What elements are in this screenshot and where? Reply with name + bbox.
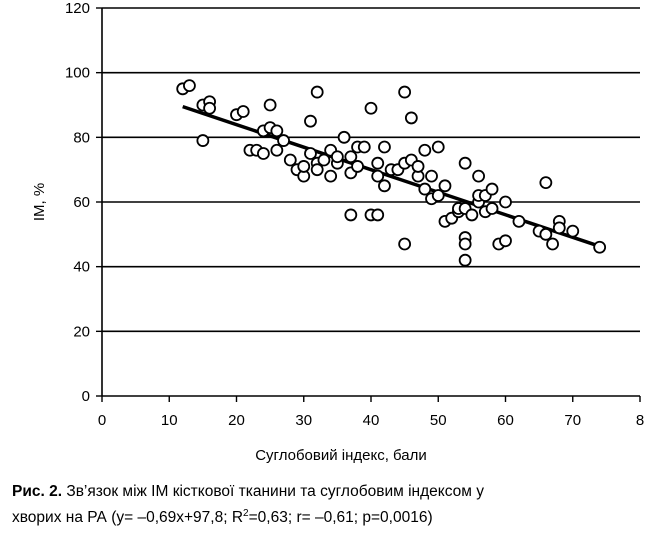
caption-line-2: хворих на РА (у= –0,69х+97,8; R2=0,63; r… <box>12 503 647 529</box>
x-tick-label: 50 <box>430 412 447 429</box>
data-point <box>431 189 445 202</box>
caption-text-1: Зв’язок між ІМ кісткової тканини та сугл… <box>62 483 484 500</box>
data-point <box>552 221 566 235</box>
x-tick-label: 40 <box>363 412 380 429</box>
x-tick-label: 60 <box>497 412 514 429</box>
y-tick-label: 120 <box>65 0 90 17</box>
data-point <box>512 214 526 228</box>
data-point <box>398 85 412 99</box>
x-tick-label: 10 <box>161 412 178 429</box>
data-point <box>304 114 317 128</box>
caption-superscript: 2 <box>243 508 249 519</box>
data-point <box>351 160 364 173</box>
data-point <box>539 227 553 241</box>
data-point <box>431 140 445 154</box>
trend-line <box>182 104 601 248</box>
x-tick-label: 70 <box>564 412 581 429</box>
data-point <box>371 169 385 183</box>
data-point <box>263 98 277 112</box>
gridlines <box>102 7 640 333</box>
data-point <box>344 150 358 164</box>
data-point <box>465 208 479 222</box>
data-point <box>418 182 432 196</box>
figure-caption: Рис. 2. Зв’язок між ІМ кісткової тканини… <box>12 481 647 529</box>
data-point <box>418 143 432 157</box>
data-point <box>283 153 297 167</box>
data-point <box>438 179 452 193</box>
scatter-chart: 0 20 40 60 80 100 120 0 10 20 30 40 50 60 70 8 Суглобо… <box>31 0 644 464</box>
data-point <box>330 150 344 164</box>
data-point <box>344 208 358 222</box>
data-point <box>310 85 324 99</box>
data-point <box>371 156 385 170</box>
y-tick-label: 100 <box>65 65 90 82</box>
data-point <box>324 169 338 183</box>
x-axis-label: Суглобовий індекс, бали <box>255 447 427 464</box>
data-point <box>371 208 385 222</box>
caption-line-1: Рис. 2. Зв’язок між ІМ кісткової тканини… <box>12 481 647 503</box>
x-axis-ticks: 0 10 20 30 40 50 60 70 8 <box>98 396 644 429</box>
data-point <box>593 240 607 254</box>
data-point <box>378 140 391 154</box>
data-point <box>404 111 418 125</box>
data-point <box>196 134 210 147</box>
data-point <box>566 224 580 238</box>
data-point <box>203 101 217 115</box>
data-point <box>411 160 425 173</box>
data-point <box>485 182 499 196</box>
x-tick-label: 30 <box>295 412 312 429</box>
x-tick-label: 20 <box>228 412 245 429</box>
data-point <box>472 169 486 183</box>
caption-text-2a: хворих на РА (у= –0,69х+97,8; R <box>12 509 244 527</box>
x-tick-label: 0 <box>98 412 106 429</box>
data-point <box>297 160 311 173</box>
data-point <box>277 134 290 147</box>
data-point <box>425 169 438 183</box>
data-point <box>337 130 351 144</box>
data-point <box>317 153 331 167</box>
y-tick-label: 40 <box>73 259 90 276</box>
data-point <box>458 237 472 251</box>
data-point <box>364 101 378 115</box>
y-tick-label: 60 <box>73 194 90 211</box>
data-point <box>304 147 317 160</box>
data-point <box>357 140 371 154</box>
y-tick-label: 80 <box>73 129 90 146</box>
data-points <box>176 79 607 267</box>
y-axis-label: IM, % <box>31 183 48 221</box>
caption-text-2b: =0,63; r= –0,61; p=0,0016) <box>248 509 433 527</box>
y-tick-label: 0 <box>82 388 90 405</box>
data-point <box>499 234 512 248</box>
data-point <box>458 156 472 170</box>
y-tick-label: 20 <box>73 323 90 340</box>
data-point <box>378 179 391 193</box>
caption-figure-number: Рис. 2. <box>12 483 63 500</box>
data-point <box>499 195 512 209</box>
data-point <box>539 176 553 190</box>
y-axis-ticks: 0 20 40 60 80 100 120 <box>65 0 102 405</box>
data-point <box>236 105 250 118</box>
data-point <box>398 237 412 251</box>
data-point <box>183 79 196 92</box>
data-point <box>270 124 284 138</box>
data-point <box>458 253 472 267</box>
data-point <box>546 237 559 251</box>
data-point <box>256 147 270 160</box>
data-point <box>310 163 324 177</box>
data-point <box>270 143 284 157</box>
x-tick-label: 8 <box>636 412 644 429</box>
data-point <box>485 202 499 215</box>
